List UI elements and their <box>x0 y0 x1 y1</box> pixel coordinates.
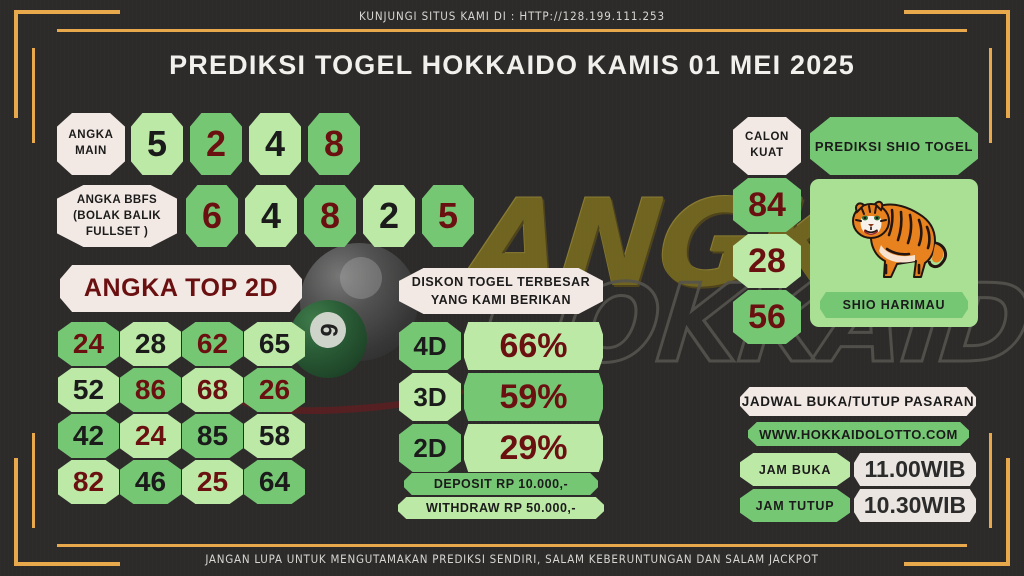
top2d-cell: 52 <box>58 368 119 412</box>
top2d-cell: 68 <box>182 368 243 412</box>
jam-buka-row: JAM BUKA 11.00WIB <box>740 453 976 486</box>
angka-bbfs-value-2: 8 <box>304 185 356 247</box>
table-row: 82 46 25 64 <box>58 460 306 504</box>
frame-inner-bottom-left-vertical <box>32 433 35 528</box>
calon-kuat-value-0: 84 <box>733 178 801 232</box>
top2d-cell: 82 <box>58 460 119 504</box>
shio-card: SHIO HARIMAU <box>810 179 978 327</box>
diskon-row-3d: 3D 59% <box>399 373 603 421</box>
frame-bottom-right-vertical <box>1006 458 1010 566</box>
diskon-value: 66% <box>464 322 603 370</box>
footer-disclaimer: JANGAN LUPA UNTUK MENGUTAMAKAN PREDIKSI … <box>205 552 819 566</box>
jam-buka-value: 11.00WIB <box>854 453 976 486</box>
top2d-cell: 42 <box>58 414 119 458</box>
diskon-key: 3D <box>399 373 461 421</box>
diskon-header: DISKON TOGEL TERBESAR YANG KAMI BERIKAN <box>399 268 603 314</box>
shio-header: PREDIKSI SHIO TOGEL <box>810 117 978 175</box>
tiger-icon <box>852 200 947 278</box>
top2d-cell: 86 <box>120 368 181 412</box>
table-row: 24 28 62 65 <box>58 322 306 366</box>
calon-kuat-value-1: 28 <box>733 234 801 288</box>
top2d-cell: 58 <box>244 414 305 458</box>
frame-top-right-horizontal <box>904 10 1010 14</box>
frame-bottom-left-horizontal <box>14 562 120 566</box>
site-url-line: KUNJUNGI SITUS KAMI DI : HTTP://128.199.… <box>359 9 665 23</box>
page-title: PREDIKSI TOGEL HOKKAIDO KAMIS 01 MEI 202… <box>169 50 855 80</box>
frame-bottom-left-vertical <box>14 458 18 566</box>
calon-kuat-label: CALON KUAT <box>733 117 801 175</box>
shio-name: SHIO HARIMAU <box>820 292 968 318</box>
angka-bbfs-label: ANGKA BBFS (BOLAK BALIK FULLSET ) <box>57 185 177 247</box>
table-row: 42 24 85 58 <box>58 414 306 458</box>
jam-tutup-label: JAM TUTUP <box>740 489 850 522</box>
table-row: 52 86 68 26 <box>58 368 306 412</box>
frame-bottom-right-horizontal <box>904 562 1010 566</box>
top2d-cell: 85 <box>182 414 243 458</box>
calon-kuat-value-2: 56 <box>733 290 801 344</box>
angka-bbfs-value-0: 6 <box>186 185 238 247</box>
diskon-value: 59% <box>464 373 603 421</box>
diskon-value: 29% <box>464 424 603 472</box>
angka-bbfs-value-4: 5 <box>422 185 474 247</box>
deposit-bar: DEPOSIT RP 10.000,- <box>404 473 598 495</box>
jam-tutup-row: JAM TUTUP 10.30WIB <box>740 489 976 522</box>
withdraw-bar: WITHDRAW RP 50.000,- <box>398 497 604 519</box>
angka-main-label: ANGKA MAIN <box>57 113 125 175</box>
frame-inner-top-horizontal <box>57 29 967 32</box>
frame-inner-bottom-right-vertical <box>989 433 992 528</box>
top2d-cell: 65 <box>244 322 305 366</box>
jadwal-header: JADWAL BUKA/TUTUP PASARAN <box>740 387 976 416</box>
top2d-cell: 26 <box>244 368 305 412</box>
angka-top-2d-title: ANGKA TOP 2D <box>60 265 302 312</box>
angka-bbfs-value-3: 2 <box>363 185 415 247</box>
diskon-key: 4D <box>399 322 461 370</box>
jam-buka-label: JAM BUKA <box>740 453 850 486</box>
top2d-cell: 24 <box>120 414 181 458</box>
angka-main-value-3: 8 <box>308 113 360 175</box>
top2d-cell: 25 <box>182 460 243 504</box>
diskon-row-2d: 2D 29% <box>399 424 603 472</box>
frame-inner-left-vertical <box>32 48 35 143</box>
angka-main-value-2: 4 <box>249 113 301 175</box>
frame-inner-bottom-horizontal <box>57 544 967 547</box>
angka-bbfs-value-1: 4 <box>245 185 297 247</box>
frame-top-right-vertical <box>1006 10 1010 118</box>
jam-tutup-value: 10.30WIB <box>854 489 976 522</box>
lottery-ball-green-number: 6 <box>308 309 348 350</box>
angka-main-value-0: 5 <box>131 113 183 175</box>
angka-top-2d-grid: 24 28 62 65 52 86 68 26 42 24 85 58 82 4… <box>58 322 306 506</box>
top2d-cell: 46 <box>120 460 181 504</box>
frame-inner-right-vertical <box>989 48 992 143</box>
jadwal-website[interactable]: WWW.HOKKAIDOLOTTO.COM <box>748 422 969 446</box>
diskon-row-4d: 4D 66% <box>399 322 603 370</box>
top2d-cell: 28 <box>120 322 181 366</box>
lottery-ball-gray-number <box>336 253 387 304</box>
frame-top-left-horizontal <box>14 10 120 14</box>
top2d-cell: 64 <box>244 460 305 504</box>
top2d-cell: 62 <box>182 322 243 366</box>
angka-main-value-1: 2 <box>190 113 242 175</box>
frame-top-left-vertical <box>14 10 18 118</box>
diskon-key: 2D <box>399 424 461 472</box>
top2d-cell: 24 <box>58 322 119 366</box>
